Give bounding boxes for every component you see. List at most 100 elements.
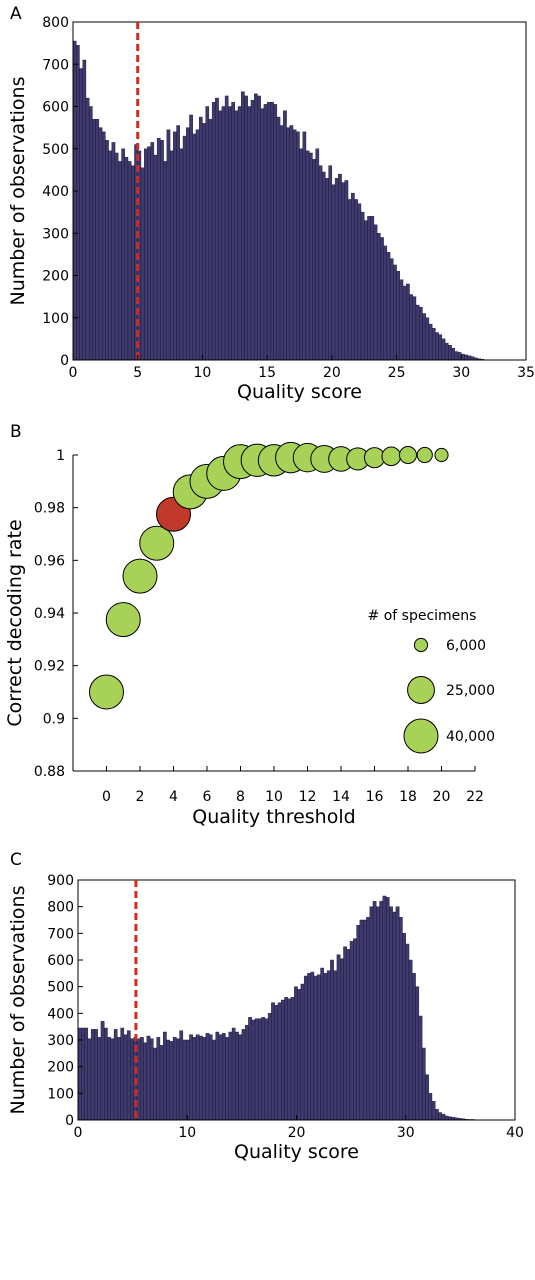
histogram-bar (341, 182, 346, 361)
histogram-bar (340, 958, 344, 1121)
histogram-bar (244, 95, 248, 361)
histogram-bar (297, 989, 302, 1121)
histogram-bar (113, 1029, 118, 1121)
histogram-bar (257, 95, 261, 361)
histogram-bar (202, 123, 206, 361)
histogram-bar (270, 102, 274, 361)
histogram-bar (251, 1019, 256, 1121)
panel-b: B 0 2 4 6 8 10 12 14 16 18 20 22 0.88 0.9 0.92 0.94 0.9… (4, 422, 495, 828)
histogram-bar (274, 1005, 279, 1121)
y-tick-label: 700 (42, 57, 69, 73)
y-tick-label: 1 (56, 448, 65, 464)
y-tick-label: 0 (65, 1113, 74, 1129)
histogram-bar (211, 102, 216, 361)
histogram-bar (260, 108, 265, 361)
histogram-bar (143, 148, 148, 361)
histogram-bar (328, 165, 333, 361)
histogram-bar (364, 220, 368, 361)
legend-label: 25,000 (446, 683, 495, 699)
histogram-bar (192, 133, 197, 361)
histogram-bar (428, 1093, 433, 1121)
histogram-bar (338, 173, 342, 361)
histogram-bar (351, 192, 355, 361)
histogram-bar (100, 1021, 105, 1121)
histogram-bar (189, 1034, 193, 1121)
histogram-bar (425, 317, 430, 361)
histogram-bar (392, 911, 397, 1121)
histogram-bar (107, 1037, 111, 1121)
histogram-bar (258, 1018, 262, 1121)
histogram-bar (313, 975, 318, 1121)
bubble (416, 446, 433, 464)
y-tick-label: 500 (42, 142, 69, 158)
histogram-bar (189, 114, 193, 361)
histogram-bar (451, 347, 456, 361)
y-tick-label: 100 (42, 311, 69, 327)
histogram-bar (343, 946, 347, 1121)
y-tick-label: 0.96 (34, 553, 65, 569)
histogram-bar (444, 342, 449, 361)
histogram-bar (292, 129, 297, 361)
histogram-bar (264, 1018, 269, 1121)
histogram-bar (398, 917, 403, 1121)
y-tick-label: 0.94 (34, 606, 65, 622)
histogram-bar (121, 148, 125, 361)
x-tick-label: 0 (102, 789, 111, 805)
histogram-bar (333, 970, 338, 1121)
histogram-bar (192, 1037, 197, 1121)
histogram-bar (176, 125, 180, 361)
histogram-bar (300, 983, 305, 1121)
histogram-bar (376, 906, 380, 1121)
x-tick-label: 5 (133, 365, 142, 381)
histogram-bar (228, 106, 232, 361)
histogram-bar (369, 906, 374, 1121)
histogram-bar (231, 102, 235, 361)
histogram-bar (408, 959, 413, 1121)
legend-label: 6,000 (446, 638, 486, 654)
legend-title: # of specimens (368, 608, 477, 624)
histogram-bar (84, 1027, 89, 1121)
histogram-bar (127, 161, 132, 361)
histogram-bar (199, 1035, 203, 1121)
histogram-bar (94, 1029, 98, 1121)
histogram-bar (218, 1034, 223, 1121)
legend-label: 40,000 (446, 729, 495, 745)
y-tick-label: 0.9 (43, 711, 65, 727)
histogram-bar (95, 118, 100, 361)
histogram-bar (422, 313, 426, 361)
histogram-bar (438, 1112, 443, 1121)
histogram-bar (208, 118, 213, 361)
x-tick-label: 8 (236, 789, 245, 805)
y-axis-ticks-c: 0 100 200 300 400 500 600 700 800 900 (47, 873, 83, 1129)
histogram-bar (464, 354, 468, 361)
x-axis-label-b: Quality threshold (192, 806, 355, 828)
histogram-bar (238, 1034, 243, 1121)
histogram-bar (150, 142, 155, 361)
histogram-bar (221, 106, 226, 361)
panel-label-a: A (10, 4, 22, 24)
histogram-bar (215, 97, 219, 361)
y-tick-label: 500 (47, 980, 74, 996)
histogram-bar (431, 328, 436, 361)
histogram-bar (370, 216, 375, 361)
histogram-bar (186, 127, 190, 361)
x-tick-label: 25 (388, 365, 406, 381)
y-axis-label-c: Number of observations (7, 886, 29, 1115)
histogram-bar (176, 1038, 180, 1121)
histogram-bar (195, 129, 200, 361)
histogram-bar (283, 110, 287, 361)
histogram-bar (182, 135, 187, 361)
histogram-bar (250, 99, 255, 361)
histogram-bar (412, 296, 417, 361)
histogram-bar (357, 203, 362, 361)
histogram-bar (81, 1027, 85, 1121)
histogram-bar (149, 1038, 154, 1121)
histogram-bar (153, 154, 158, 361)
histogram-bar (123, 1034, 128, 1121)
histogram-bar (362, 919, 367, 1121)
histogram-bar (360, 211, 365, 361)
histogram-bar (156, 137, 161, 361)
x-tick-label: 2 (136, 789, 145, 805)
x-tick-label: 40 (506, 1125, 524, 1141)
histogram-bar (286, 127, 290, 361)
